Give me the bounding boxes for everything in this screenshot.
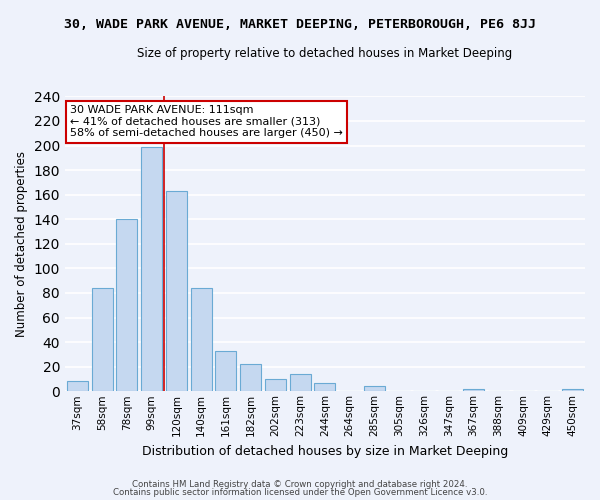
Bar [240,364,261,392]
Bar [290,374,311,392]
Bar [67,382,88,392]
Bar [215,350,236,392]
Bar [562,389,583,392]
Bar [265,379,286,392]
Text: Contains HM Land Registry data © Crown copyright and database right 2024.: Contains HM Land Registry data © Crown c… [132,480,468,489]
Bar [463,389,484,392]
Bar [92,288,113,392]
Bar [141,147,162,392]
X-axis label: Distribution of detached houses by size in Market Deeping: Distribution of detached houses by size … [142,444,508,458]
Bar [364,386,385,392]
Bar [191,288,212,392]
Bar [314,382,335,392]
Bar [166,191,187,392]
Text: 30 WADE PARK AVENUE: 111sqm
← 41% of detached houses are smaller (313)
58% of se: 30 WADE PARK AVENUE: 111sqm ← 41% of det… [70,105,343,138]
Text: Contains public sector information licensed under the Open Government Licence v3: Contains public sector information licen… [113,488,487,497]
Text: 30, WADE PARK AVENUE, MARKET DEEPING, PETERBOROUGH, PE6 8JJ: 30, WADE PARK AVENUE, MARKET DEEPING, PE… [64,18,536,30]
Title: Size of property relative to detached houses in Market Deeping: Size of property relative to detached ho… [137,48,512,60]
Bar [116,220,137,392]
Y-axis label: Number of detached properties: Number of detached properties [15,151,28,337]
